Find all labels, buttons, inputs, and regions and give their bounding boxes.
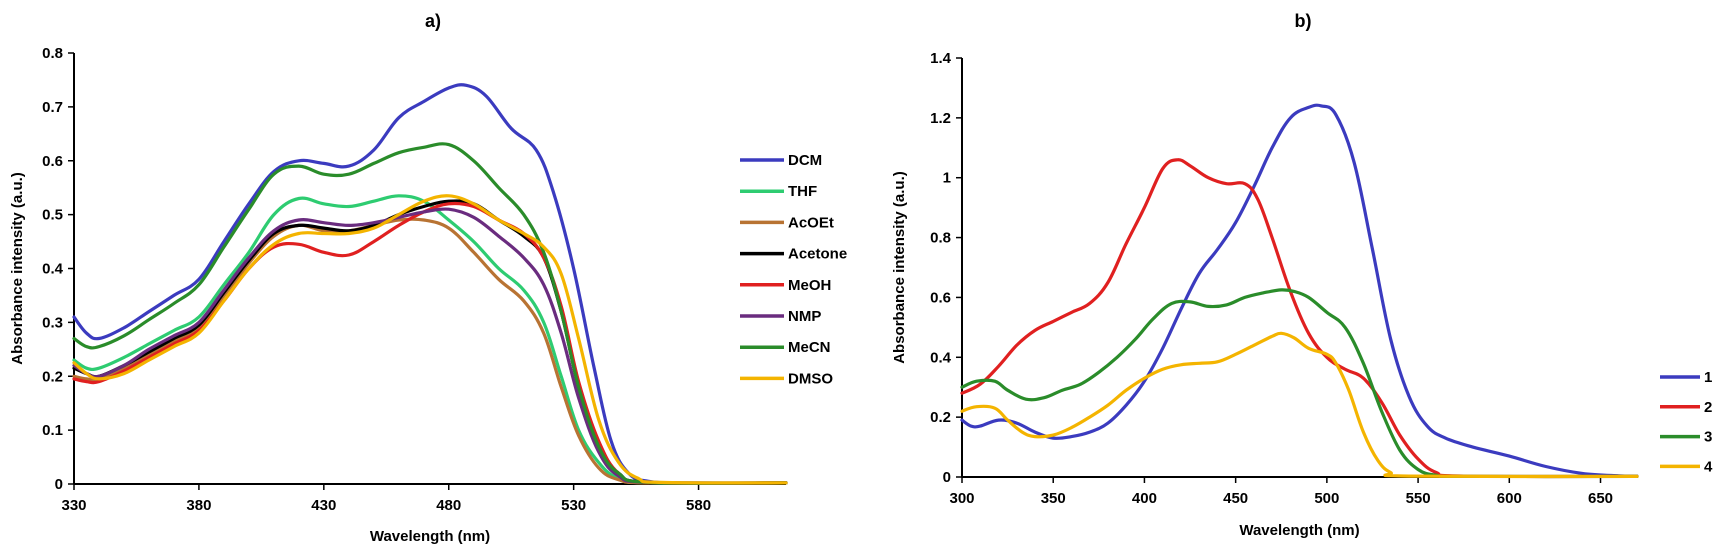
series-line-mecn bbox=[72, 142, 788, 485]
series-line-thf bbox=[72, 194, 788, 485]
series-line-nmp bbox=[72, 207, 788, 485]
x-axis-title: Wavelength (nm) bbox=[370, 528, 490, 545]
x-tick-label: 600 bbox=[1497, 490, 1522, 507]
legend-label: DMSO bbox=[788, 370, 833, 387]
legend: 1 (-NMe2) 2 (-OEt) 3 (iPr) 4 (H) bbox=[1660, 369, 1717, 475]
legend-label: 1 (-NMe2) bbox=[1704, 369, 1717, 386]
legend-label: AcOEt bbox=[788, 214, 834, 231]
y-tick-label: 0.7 bbox=[42, 99, 63, 116]
x-tick-label: 300 bbox=[949, 490, 974, 507]
legend-label: 2 (-OEt) bbox=[1704, 399, 1717, 416]
y-tick-label: 0.8 bbox=[42, 45, 63, 62]
legend-label: DCM bbox=[788, 152, 822, 169]
y-tick-label: 0.1 bbox=[42, 422, 63, 439]
x-tick-label: 330 bbox=[61, 497, 86, 514]
y-tick-label: 0.5 bbox=[42, 207, 63, 224]
x-tick-label: 580 bbox=[686, 497, 711, 514]
y-tick-label: 0.2 bbox=[42, 368, 63, 385]
series-line-acoet bbox=[72, 217, 788, 485]
y-tick-label: 0.3 bbox=[42, 314, 63, 331]
x-tick-label: 650 bbox=[1588, 490, 1613, 507]
legend-label: NMP bbox=[788, 308, 821, 325]
legend-label: MeCN bbox=[788, 339, 831, 356]
y-axis-title: Absorbance intensity (a.u.) bbox=[891, 171, 908, 364]
y-tick-label: 1 bbox=[943, 170, 951, 187]
x-tick-label: 350 bbox=[1041, 490, 1066, 507]
legend: DCM THF AcOEt Acetone MeOH NMP MeCN DMSO bbox=[740, 152, 847, 387]
y-tick-label: 0 bbox=[943, 469, 951, 486]
y-tick-label: 1.4 bbox=[930, 50, 952, 67]
y-tick-label: 0.6 bbox=[42, 153, 63, 170]
x-tick-label: 380 bbox=[186, 497, 211, 514]
x-tick-label: 480 bbox=[436, 497, 461, 514]
series-line-2-oet bbox=[960, 158, 1639, 479]
x-tick-label: 550 bbox=[1406, 490, 1431, 507]
series-line-3-ipr bbox=[960, 288, 1639, 479]
chart-panel-a: a) 0 0.1 0.2 0.3 0.4 0.5 0.6 0.7 0.8 330 380 430 480 5… bbox=[9, 11, 847, 545]
y-tick-label: 0 bbox=[55, 476, 63, 493]
chart-title: a) bbox=[425, 11, 441, 31]
x-tick-label: 500 bbox=[1314, 490, 1339, 507]
chart-title: b) bbox=[1295, 11, 1312, 31]
series-line-dcm bbox=[72, 83, 788, 485]
series-line-dmso bbox=[72, 194, 788, 485]
chart-panel-b: b) 0 0.2 0.4 0.6 0.8 1 1.2 1.4 300 350 400 450 500 550… bbox=[891, 11, 1717, 539]
series-group bbox=[72, 83, 788, 485]
series-group bbox=[960, 103, 1639, 479]
y-tick-label: 0.2 bbox=[930, 409, 951, 426]
y-tick-label: 0.4 bbox=[42, 261, 64, 278]
y-tick-label: 0.8 bbox=[930, 230, 951, 247]
series-line-1-nme2 bbox=[960, 103, 1639, 478]
x-tick-label: 430 bbox=[311, 497, 336, 514]
x-tick-label: 400 bbox=[1132, 490, 1157, 507]
legend-label: Acetone bbox=[788, 246, 847, 263]
y-tick-label: 0.6 bbox=[930, 289, 951, 306]
legend-label: MeOH bbox=[788, 277, 831, 294]
y-tick-label: 1.2 bbox=[930, 110, 951, 127]
x-tick-label: 530 bbox=[561, 497, 586, 514]
legend-label: THF bbox=[788, 183, 817, 200]
y-tick-label: 0.4 bbox=[930, 349, 952, 366]
legend-label: 3 (iPr) bbox=[1704, 429, 1717, 446]
x-axis-title: Wavelength (nm) bbox=[1239, 522, 1359, 539]
y-axis-title: Absorbance intensity (a.u.) bbox=[9, 172, 26, 365]
x-tick-label: 450 bbox=[1223, 490, 1248, 507]
series-line-4-h bbox=[960, 331, 1639, 479]
legend-label: 4 (H) bbox=[1704, 458, 1717, 475]
